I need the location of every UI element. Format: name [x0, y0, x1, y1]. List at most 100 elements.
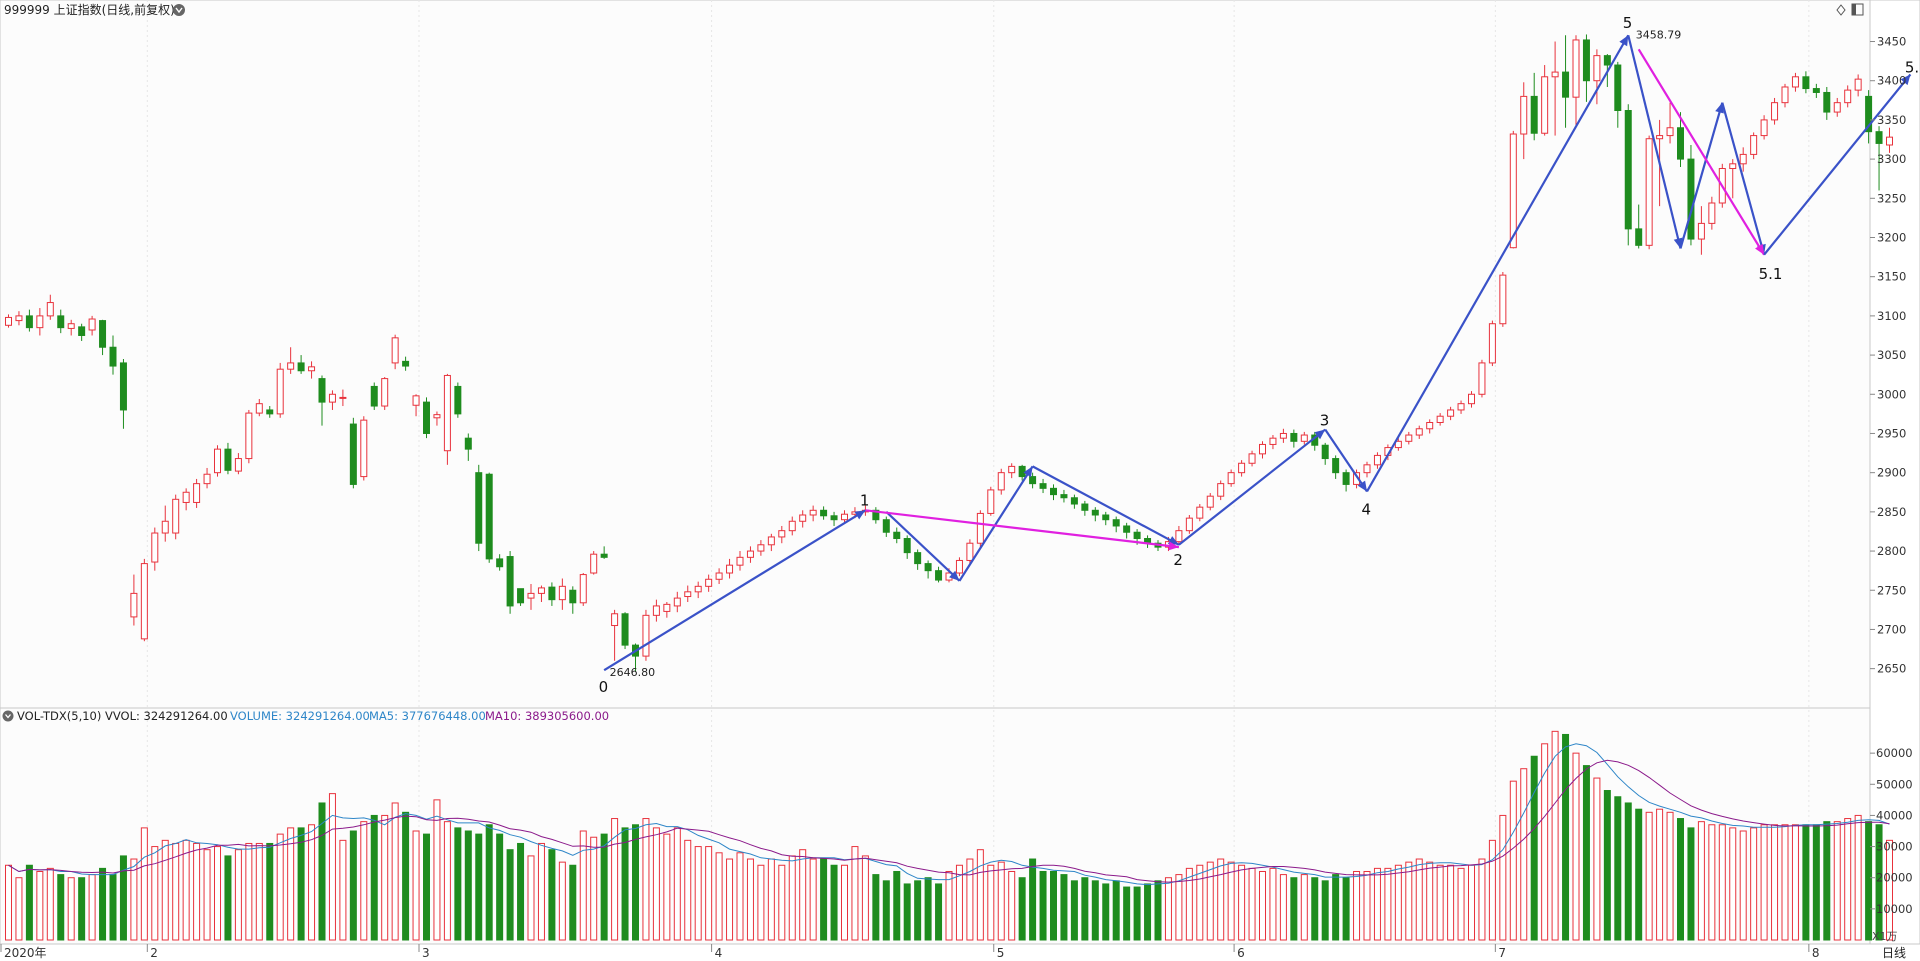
volume-bar: [1844, 818, 1852, 941]
volume-bar: [464, 830, 472, 941]
candlestick: [360, 416, 368, 481]
candlestick: [266, 406, 274, 418]
candlestick: [1070, 494, 1078, 509]
candlestick: [715, 568, 723, 584]
volume-bar: [1499, 814, 1507, 941]
volume-bar: [1426, 861, 1434, 941]
wave-arrow: [1366, 34, 1630, 493]
candlestick: [537, 585, 545, 603]
volume-bar: [1697, 821, 1705, 941]
price-tick-label: 3100: [1877, 309, 1906, 323]
volume-bar: [402, 811, 410, 941]
volume-bar: [328, 793, 336, 941]
chevron-down-icon[interactable]: [173, 4, 185, 16]
candlestick: [57, 309, 65, 334]
volume-bar: [809, 858, 817, 941]
candlestick: [1447, 406, 1455, 421]
candlestick: [903, 535, 911, 559]
volume-bar: [1070, 880, 1078, 941]
candlestick: [25, 309, 33, 332]
volume-bar: [1833, 821, 1841, 941]
volume-bar: [1562, 733, 1570, 941]
date-tick-label: 4: [715, 946, 723, 960]
volume-bar: [1447, 864, 1455, 941]
title-dropdown-button[interactable]: [173, 4, 185, 16]
volume-bar: [109, 874, 117, 941]
price-tick-label: 3350: [1877, 113, 1906, 127]
chevron-down-icon[interactable]: [2, 710, 14, 722]
candlestick: [788, 516, 796, 536]
candlestick: [193, 478, 201, 508]
candlestick: [1802, 71, 1810, 94]
candlestick: [757, 540, 765, 556]
candlestick: [1008, 463, 1016, 479]
wave-label: 2: [1173, 551, 1183, 569]
price-tick-label: 2750: [1877, 583, 1906, 597]
volume-bar: [1603, 790, 1611, 941]
diamond-icon[interactable]: [1836, 4, 1846, 16]
candlestick: [1697, 206, 1705, 255]
volume-bar: [245, 842, 253, 941]
volume-bar: [903, 883, 911, 941]
volume-bar: [1530, 755, 1538, 941]
volume-bar: [36, 870, 44, 941]
price-tick-label: 3000: [1877, 387, 1906, 401]
price-tick-label: 3300: [1877, 152, 1906, 166]
candlestick: [1060, 489, 1068, 503]
volume-bar: [558, 861, 566, 941]
candlestick: [652, 599, 660, 622]
candlestick: [140, 558, 148, 642]
volume-bar: [1750, 827, 1758, 941]
volume-bar: [1290, 877, 1298, 941]
candlestick: [412, 394, 420, 417]
candlestick: [1175, 525, 1183, 545]
high-price-label: 3458.79: [1636, 29, 1682, 42]
candlestick: [914, 549, 922, 570]
volume-bar: [1875, 824, 1883, 941]
candlestick: [976, 510, 984, 548]
candlestick: [349, 417, 357, 489]
volume-bar: [1081, 877, 1089, 941]
candlestick: [882, 516, 890, 537]
volume-bar: [119, 855, 127, 941]
candlestick: [1185, 514, 1193, 534]
candlestick: [1300, 431, 1308, 445]
candlestick: [381, 377, 389, 410]
price-tick-label: 3150: [1877, 270, 1906, 284]
candlestick: [402, 356, 410, 371]
volume-bar: [1060, 874, 1068, 941]
volume-bar: [224, 855, 232, 941]
volume-bar: [663, 833, 671, 941]
volume-dropdown-button[interactable]: [2, 710, 14, 722]
volume-bar: [642, 818, 650, 941]
volume-bar: [830, 864, 838, 941]
volume-bar: [548, 849, 556, 941]
candlestick: [820, 506, 828, 520]
volume-indicator-label: VOL-TDX(5,10): [17, 709, 101, 723]
volume-bar: [1018, 877, 1026, 941]
candlestick: [1771, 97, 1779, 125]
wave-arrow: [865, 509, 1180, 551]
candlestick: [99, 319, 107, 356]
candlestick: [1405, 431, 1413, 445]
volume-bar: [1321, 880, 1329, 941]
candlestick: [1478, 359, 1486, 398]
volume-bar: [1332, 874, 1340, 941]
wave-arrow: [603, 509, 866, 672]
volume-bar: [882, 880, 890, 941]
volume-bar: [99, 867, 107, 941]
volume-bar: [1666, 811, 1674, 941]
y-axis-panel: [1869, 0, 1920, 945]
candlestick: [1426, 419, 1434, 434]
volume-bar: [423, 833, 430, 941]
candlestick: [1886, 127, 1893, 153]
volume-bar: [46, 867, 54, 941]
candlestick: [464, 433, 472, 461]
volume-bar: [1050, 870, 1057, 941]
volume-bar: [736, 852, 744, 941]
volume-bar: [632, 824, 639, 941]
volume-ma-lines: [8, 743, 1890, 886]
candlestick: [151, 527, 159, 571]
candlestick: [1739, 147, 1747, 172]
volume-bar: [914, 880, 922, 941]
